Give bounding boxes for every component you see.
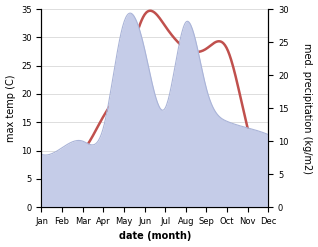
Y-axis label: max temp (C): max temp (C) [5,74,16,142]
X-axis label: date (month): date (month) [119,231,191,242]
Y-axis label: med. precipitation (kg/m2): med. precipitation (kg/m2) [302,43,313,174]
